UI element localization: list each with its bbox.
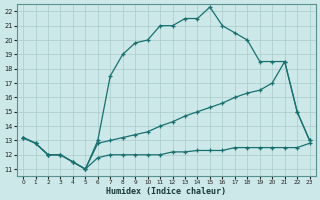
X-axis label: Humidex (Indice chaleur): Humidex (Indice chaleur) — [106, 187, 226, 196]
